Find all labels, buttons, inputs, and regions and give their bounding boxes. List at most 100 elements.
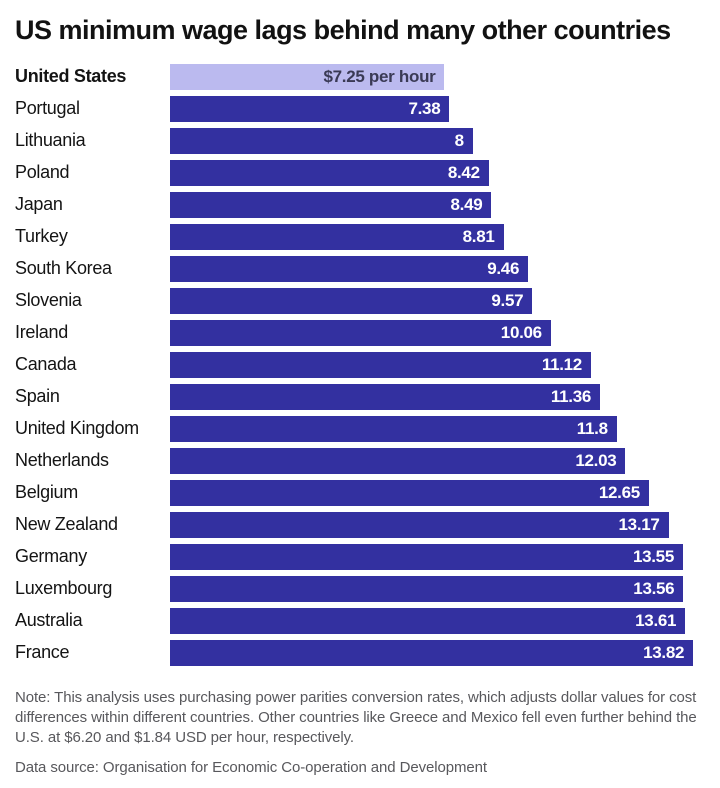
bar-chart: United States $7.25 per hour Portugal 7.…: [15, 63, 700, 666]
bar: $7.25 per hour: [170, 63, 445, 90]
country-label: Australia: [15, 610, 83, 631]
country-label: Lithuania: [15, 130, 86, 151]
chart-row: Portugal 7.38: [15, 95, 700, 122]
bar-track: 13.82: [170, 639, 700, 666]
bar-value-label: 13.82: [643, 642, 685, 662]
bar-value-label: 8: [454, 130, 464, 150]
bar-track: 13.55: [170, 543, 700, 570]
chart-row: Slovenia 9.57: [15, 287, 700, 314]
chart-row: Lithuania 8: [15, 127, 700, 154]
chart-row: New Zealand 13.17: [15, 511, 700, 538]
bar-track: 13.17: [170, 511, 700, 538]
bar-value-label: 8.81: [462, 226, 495, 246]
bar: 13.55: [170, 543, 683, 570]
bar-value-label: 10.06: [500, 322, 542, 342]
country-label: New Zealand: [15, 514, 118, 535]
bar: 12.03: [170, 447, 626, 474]
chart-row: Japan 8.49: [15, 191, 700, 218]
chart-row: Australia 13.61: [15, 607, 700, 634]
country-label: South Korea: [15, 258, 112, 279]
country-label: Poland: [15, 162, 70, 183]
country-label: Japan: [15, 194, 63, 215]
country-label: Slovenia: [15, 290, 82, 311]
chart-row: Germany 13.55: [15, 543, 700, 570]
bar: 13.82: [170, 639, 694, 666]
bar-track: 9.57: [170, 287, 700, 314]
bar: 9.57: [170, 287, 533, 314]
bar-value-label: 12.65: [598, 482, 640, 502]
chart-row: Belgium 12.65: [15, 479, 700, 506]
country-label: France: [15, 642, 70, 663]
bar-track: 9.46: [170, 255, 700, 282]
bar-value-label: 9.57: [491, 290, 524, 310]
bar-value-label: 13.56: [633, 578, 675, 598]
bar-track: 8.49: [170, 191, 700, 218]
bar-track: 11.36: [170, 383, 700, 410]
bar: 8.49: [170, 191, 492, 218]
bar: 11.36: [170, 383, 601, 410]
country-label: Belgium: [15, 482, 78, 503]
bar-track: 8: [170, 127, 700, 154]
chart-row: United States $7.25 per hour: [15, 63, 700, 90]
bar-track: 8.81: [170, 223, 700, 250]
country-label: Canada: [15, 354, 77, 375]
bar-track: 11.12: [170, 351, 700, 378]
bar: 13.61: [170, 607, 686, 634]
bar: 7.38: [170, 95, 450, 122]
bar-track: 13.56: [170, 575, 700, 602]
bar-track: 11.8: [170, 415, 700, 442]
bar-value-label: 11.36: [550, 386, 592, 406]
chart-row: United Kingdom 11.8: [15, 415, 700, 442]
bar-value-label: 11.8: [576, 418, 608, 438]
chart-row: Spain 11.36: [15, 383, 700, 410]
country-label: Luxembourg: [15, 578, 113, 599]
bar-value-label: $7.25 per hour: [323, 66, 436, 86]
chart-row: Ireland 10.06: [15, 319, 700, 346]
bar: 12.65: [170, 479, 649, 506]
footnote: Note: This analysis uses purchasing powe…: [15, 688, 697, 746]
bar-track: 12.03: [170, 447, 700, 474]
bar: 8.81: [170, 223, 504, 250]
bar-value-label: 13.55: [632, 546, 674, 566]
data-source: Data source: Organisation for Economic C…: [15, 758, 487, 776]
bar: 11.12: [170, 351, 591, 378]
chart-row: South Korea 9.46: [15, 255, 700, 282]
bar-value-label: 13.17: [618, 514, 660, 534]
bar-track: 13.61: [170, 607, 700, 634]
chart-row: Luxembourg 13.56: [15, 575, 700, 602]
chart-title: US minimum wage lags behind many other c…: [15, 15, 671, 45]
bar-value-label: 7.38: [408, 98, 441, 118]
country-label: United States: [15, 66, 127, 87]
bar-track: $7.25 per hour: [170, 63, 700, 90]
chart-row: Turkey 8.81: [15, 223, 700, 250]
country-label: Spain: [15, 386, 60, 407]
bar-value-label: 8.49: [450, 194, 483, 214]
chart-row: France 13.82: [15, 639, 700, 666]
bar: 10.06: [170, 319, 551, 346]
bar-track: 7.38: [170, 95, 700, 122]
country-label: Ireland: [15, 322, 68, 343]
country-label: Portugal: [15, 98, 80, 119]
bar: 9.46: [170, 255, 529, 282]
bar: 13.56: [170, 575, 684, 602]
chart-row: Canada 11.12: [15, 351, 700, 378]
bar: 8.42: [170, 159, 489, 186]
bar-value-label: 9.46: [487, 258, 520, 278]
country-label: United Kingdom: [15, 418, 139, 439]
bar-value-label: 12.03: [575, 450, 617, 470]
bar-track: 8.42: [170, 159, 700, 186]
country-label: Netherlands: [15, 450, 109, 471]
bar: 11.8: [170, 415, 617, 442]
country-label: Germany: [15, 546, 87, 567]
bar: 8: [170, 127, 473, 154]
bar-track: 12.65: [170, 479, 700, 506]
chart-row: Netherlands 12.03: [15, 447, 700, 474]
bar-value-label: 8.42: [447, 162, 480, 182]
bar-value-label: 11.12: [541, 354, 582, 374]
bar-track: 10.06: [170, 319, 700, 346]
bar-value-label: 13.61: [635, 610, 677, 630]
bar: 13.17: [170, 511, 669, 538]
chart-row: Poland 8.42: [15, 159, 700, 186]
country-label: Turkey: [15, 226, 68, 247]
